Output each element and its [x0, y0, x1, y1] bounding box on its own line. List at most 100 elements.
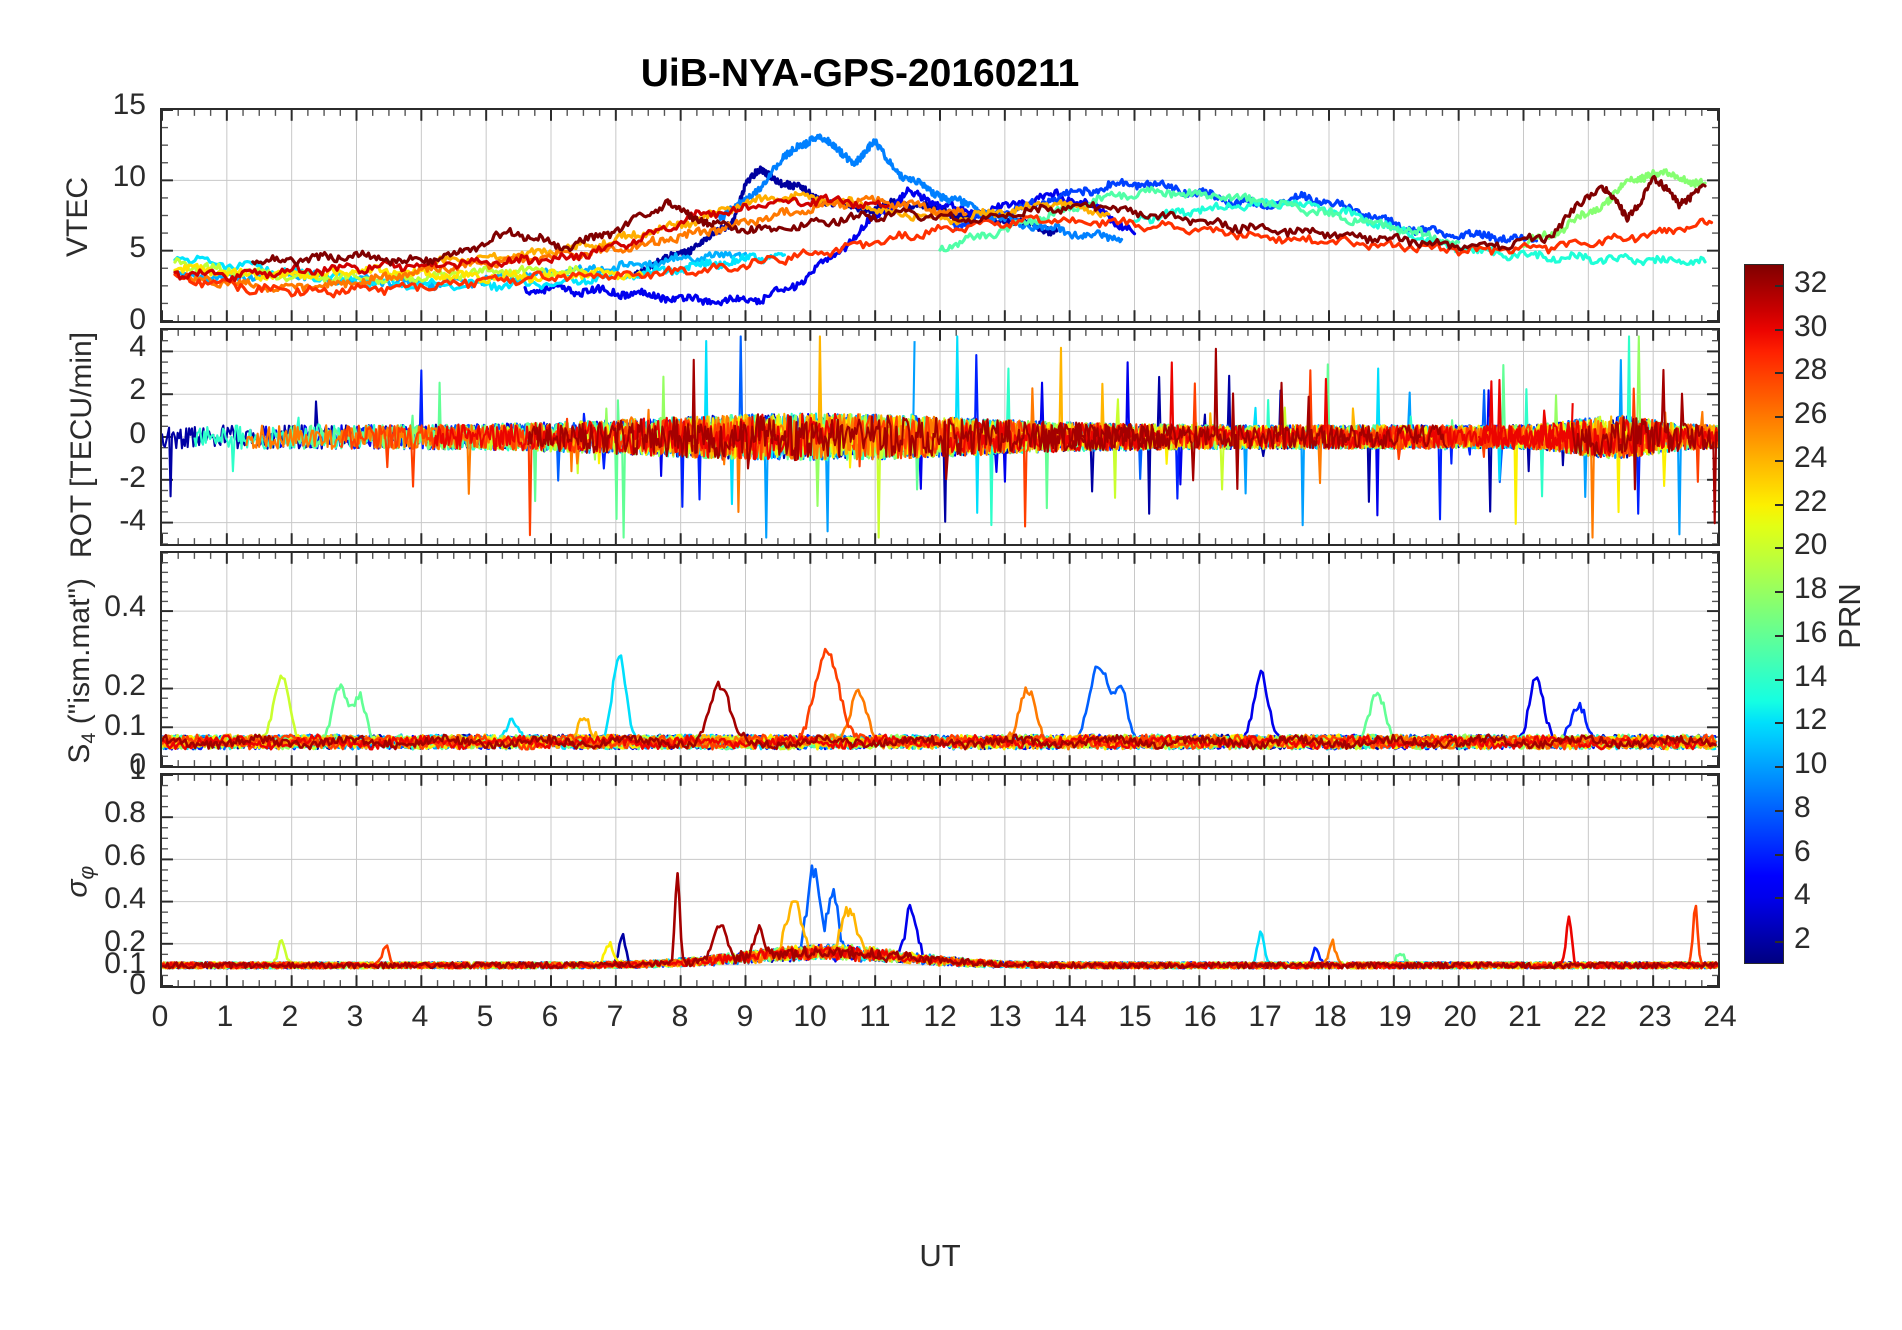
xtick-label-3: 3: [346, 1000, 364, 1033]
colorbar-tick-label-32: 32: [1794, 265, 1828, 299]
xtick-label-7: 7: [606, 1000, 624, 1033]
ytick-label-panel2: 0.4: [104, 590, 146, 624]
xtick-label-12: 12: [923, 1000, 957, 1033]
xtick-label-5: 5: [476, 1000, 494, 1033]
rot-trace-prn-10: [1049, 391, 1451, 527]
colorbar-tick-label-30: 30: [1794, 309, 1828, 343]
ytick-label-panel3: 0.6: [104, 839, 146, 872]
colorbar-tick-label-2: 2: [1794, 922, 1811, 956]
ytick-label-panel3: 0.2: [104, 925, 146, 958]
rot-plot-area: [162, 330, 1718, 544]
ytick-label-panel0: 5: [129, 231, 146, 265]
colorbar-tick-mark: [1775, 722, 1784, 725]
prn-colorbar: [1744, 264, 1784, 964]
ytick-label-panel1: -2: [119, 460, 146, 494]
xtick-label-4: 4: [411, 1000, 429, 1033]
colorbar-tick-label-20: 20: [1794, 528, 1828, 562]
xtick-label-11: 11: [859, 1000, 891, 1033]
ytick-label-panel1: 0: [129, 417, 146, 450]
colorbar-tick-label-22: 22: [1794, 484, 1828, 518]
panel-sigma-phi: [160, 773, 1720, 988]
panel-rot: [160, 328, 1720, 546]
panel-s4: [160, 551, 1720, 768]
ytick-label-panel0: 15: [112, 88, 146, 121]
xaxis-label: UT: [919, 1238, 961, 1273]
figure-title: UiB-NYA-GPS-20160211: [640, 52, 1080, 95]
s4-trace-prn-28: [162, 647, 1718, 751]
rot-trace-prn-32: [527, 358, 1173, 481]
ytick-label-panel2: 0.1: [104, 708, 146, 742]
rot-trace-prn-30: [433, 412, 838, 462]
colorbar-tick-mark: [1775, 941, 1784, 944]
xtick-label-2: 2: [281, 1000, 299, 1033]
ytick-label-panel3: 1: [129, 753, 146, 786]
colorbar-tick-label-28: 28: [1794, 353, 1828, 387]
xtick-label-17: 17: [1248, 1000, 1282, 1033]
s4-trace-prn-32: [162, 680, 1718, 751]
xtick-label-19: 19: [1378, 1000, 1412, 1033]
colorbar-tick-label-26: 26: [1794, 397, 1828, 431]
xtick-label-23: 23: [1638, 1000, 1672, 1033]
s4-plot-area: [162, 553, 1718, 766]
xtick-label-24: 24: [1703, 1000, 1737, 1033]
vtec-trace-prn-16: [938, 185, 1461, 253]
ytick-label-panel2: 0: [129, 748, 146, 781]
colorbar-tick-mark: [1775, 853, 1784, 856]
colorbar-tick-mark: [1775, 634, 1784, 637]
xtick-label-15: 15: [1118, 1000, 1152, 1033]
vtec-trace-prn-28: [173, 214, 1714, 299]
colorbar-tick-mark: [1775, 897, 1784, 900]
panel-vtec: [160, 108, 1720, 323]
ytick-label-panel2: 0.2: [104, 669, 146, 703]
xtick-label-10: 10: [793, 1000, 827, 1033]
xtick-label-18: 18: [1313, 1000, 1347, 1033]
colorbar-tick-label-8: 8: [1794, 790, 1811, 824]
colorbar-tick-mark: [1775, 372, 1784, 375]
ytick-label-panel1: 2: [129, 373, 146, 407]
colorbar-tick-mark: [1775, 591, 1784, 594]
xtick-label-0: 0: [151, 1000, 169, 1033]
colorbar-tick-label-10: 10: [1794, 747, 1828, 781]
vtec-trace-prn-8: [717, 133, 1124, 244]
sigma-phi-traces: [162, 864, 1718, 970]
ytick-label-panel1: -4: [119, 504, 146, 538]
rot-trace-prn-28: [339, 416, 770, 537]
xtick-label-13: 13: [988, 1000, 1022, 1033]
sigma-phi-trace-prn-32: [162, 871, 1718, 970]
colorbar-tick-mark: [1775, 459, 1784, 462]
colorbar-tick-mark: [1775, 416, 1784, 419]
vtec-trace-prn-14: [1132, 197, 1707, 267]
vtec-trace-prn-30: [173, 193, 890, 284]
colorbar-tick-label-16: 16: [1794, 615, 1828, 649]
vtec-trace-prn-20: [173, 257, 592, 285]
colorbar-tick-mark: [1775, 328, 1784, 331]
ytick-label-panel0: 10: [112, 159, 146, 193]
colorbar-tick-label-14: 14: [1794, 659, 1828, 693]
prn-colorbar-label: PRN: [1832, 583, 1867, 649]
xtick-label-8: 8: [671, 1000, 689, 1033]
ytick-label-panel0: 0: [129, 303, 146, 336]
vtec-trace-prn-32: [251, 174, 1707, 267]
colorbar-tick-label-18: 18: [1794, 572, 1828, 606]
colorbar-tick-mark: [1775, 766, 1784, 769]
xtick-label-9: 9: [736, 1000, 754, 1033]
rot-trace-prn-32: [1571, 368, 1718, 525]
colorbar-tick-label-4: 4: [1794, 878, 1811, 912]
ytick-label-panel1: 4: [129, 329, 146, 363]
xtick-label-16: 16: [1183, 1000, 1217, 1033]
colorbar-tick-mark: [1775, 809, 1784, 812]
rot-trace-prn-12: [1143, 367, 1537, 481]
xtick-label-21: 21: [1508, 1000, 1542, 1033]
rot-traces: [162, 335, 1718, 539]
vtec-traces: [173, 133, 1714, 307]
ytick-label-panel3: 0.1: [104, 946, 146, 980]
xtick-label-14: 14: [1053, 1000, 1087, 1033]
colorbar-tick-label-12: 12: [1794, 703, 1828, 737]
colorbar-tick-mark: [1775, 284, 1784, 287]
vtec-plot-area: [162, 110, 1718, 321]
xtick-label-22: 22: [1573, 1000, 1607, 1033]
rot-trace-prn-32: [1039, 347, 1448, 490]
s4-traces: [162, 647, 1718, 751]
colorbar-tick-mark: [1775, 678, 1784, 681]
